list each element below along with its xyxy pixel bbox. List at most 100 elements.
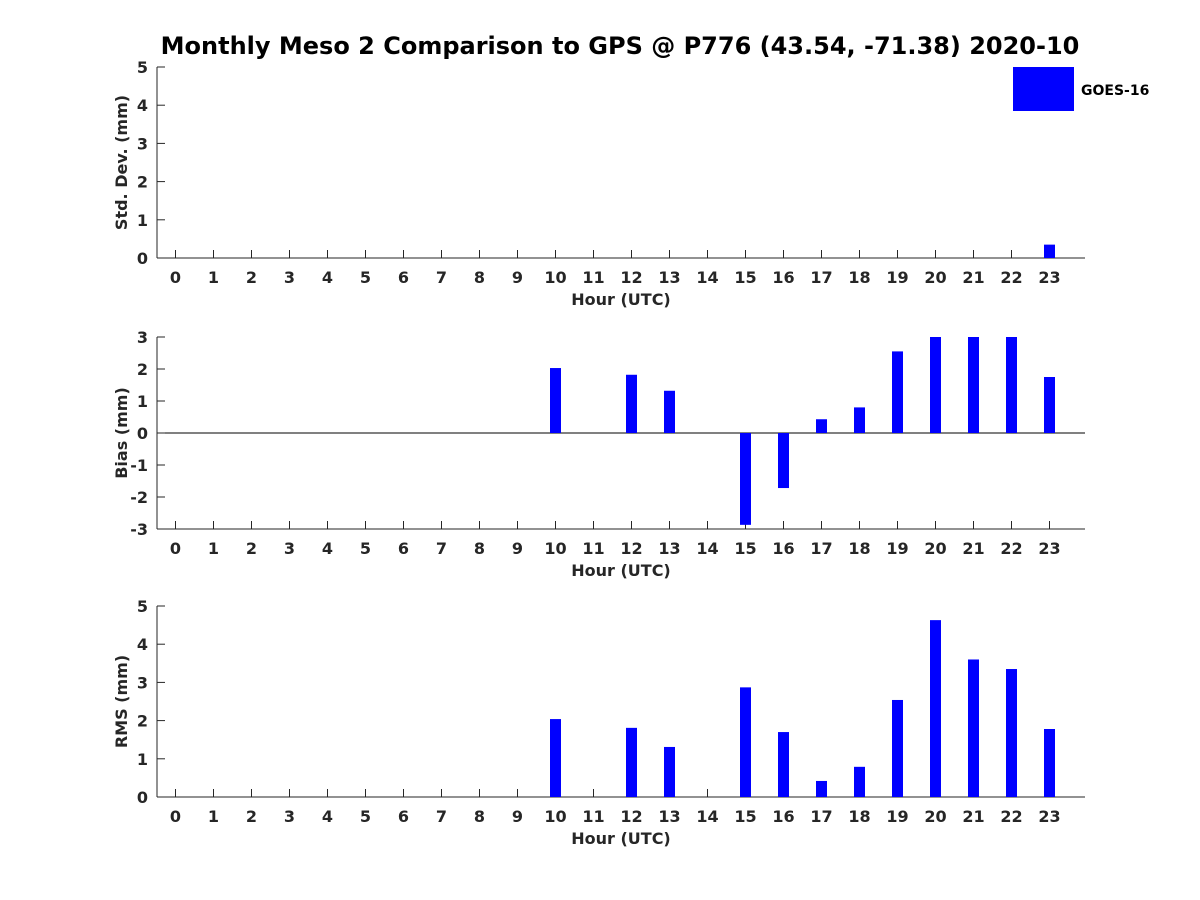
bar-hour-20 bbox=[930, 337, 941, 433]
y-tick-label: 0 bbox=[137, 788, 148, 807]
x-tick-label: 18 bbox=[848, 539, 870, 558]
bar-hour-17 bbox=[816, 419, 827, 433]
bar-hour-12 bbox=[626, 374, 637, 433]
bar-hour-15 bbox=[740, 433, 751, 525]
x-tick-label: 19 bbox=[886, 807, 908, 826]
bar-hour-15 bbox=[740, 687, 751, 797]
chart-title: Monthly Meso 2 Comparison to GPS @ P776 … bbox=[161, 32, 1080, 60]
bar-hour-23 bbox=[1044, 377, 1055, 433]
x-tick-label: 23 bbox=[1038, 268, 1060, 287]
x-tick-label: 11 bbox=[582, 539, 604, 558]
x-tick-label: 14 bbox=[696, 268, 718, 287]
bar-hour-16 bbox=[778, 433, 789, 489]
bar-hour-19 bbox=[892, 351, 903, 433]
x-tick-label: 11 bbox=[582, 268, 604, 287]
x-tick-label: 22 bbox=[1000, 539, 1022, 558]
y-tick-label: 3 bbox=[137, 328, 148, 347]
y-axis-label: RMS (mm) bbox=[112, 655, 131, 748]
bar-hour-21 bbox=[968, 337, 979, 433]
x-tick-label: 8 bbox=[474, 807, 485, 826]
x-tick-label: 16 bbox=[772, 539, 794, 558]
bar-hour-18 bbox=[854, 766, 865, 797]
x-tick-label: 1 bbox=[208, 268, 219, 287]
x-tick-label: 6 bbox=[398, 268, 409, 287]
x-tick-label: 19 bbox=[886, 268, 908, 287]
y-tick-label: 2 bbox=[137, 712, 148, 731]
x-tick-label: 2 bbox=[246, 807, 257, 826]
bar-hour-23 bbox=[1044, 244, 1055, 258]
x-axis-label: Hour (UTC) bbox=[571, 829, 671, 848]
y-tick-label: 1 bbox=[137, 392, 148, 411]
x-tick-label: 6 bbox=[398, 539, 409, 558]
x-tick-label: 15 bbox=[734, 268, 756, 287]
y-tick-label: 4 bbox=[137, 635, 148, 654]
x-tick-label: 2 bbox=[246, 268, 257, 287]
x-tick-label: 4 bbox=[322, 539, 333, 558]
x-tick-label: 5 bbox=[360, 268, 371, 287]
x-tick-label: 10 bbox=[544, 539, 566, 558]
x-tick-label: 5 bbox=[360, 539, 371, 558]
bar-hour-22 bbox=[1006, 337, 1017, 433]
x-tick-label: 0 bbox=[170, 268, 181, 287]
x-tick-label: 17 bbox=[810, 807, 832, 826]
x-tick-label: 18 bbox=[848, 807, 870, 826]
x-tick-label: 8 bbox=[474, 268, 485, 287]
x-tick-label: 8 bbox=[474, 539, 485, 558]
y-tick-label: 4 bbox=[137, 96, 148, 115]
x-tick-label: 2 bbox=[246, 539, 257, 558]
x-tick-label: 20 bbox=[924, 268, 946, 287]
x-tick-label: 4 bbox=[322, 807, 333, 826]
y-tick-label: 5 bbox=[137, 58, 148, 77]
y-tick-label: 0 bbox=[137, 249, 148, 268]
y-tick-label: 1 bbox=[137, 211, 148, 230]
x-tick-label: 7 bbox=[436, 539, 447, 558]
x-tick-label: 10 bbox=[544, 268, 566, 287]
x-tick-label: 5 bbox=[360, 807, 371, 826]
y-axis-label: Bias (mm) bbox=[112, 387, 131, 479]
x-tick-label: 17 bbox=[810, 539, 832, 558]
y-tick-label: -3 bbox=[130, 520, 148, 539]
bar-hour-12 bbox=[626, 727, 637, 797]
x-tick-label: 9 bbox=[512, 539, 523, 558]
x-tick-label: 20 bbox=[924, 807, 946, 826]
y-axis-label: Std. Dev. (mm) bbox=[112, 95, 131, 230]
x-tick-label: 14 bbox=[696, 807, 718, 826]
x-tick-label: 18 bbox=[848, 268, 870, 287]
x-tick-label: 4 bbox=[322, 268, 333, 287]
bar-hour-13 bbox=[664, 390, 675, 433]
x-tick-label: 3 bbox=[284, 268, 295, 287]
bar-hour-21 bbox=[968, 659, 979, 797]
x-tick-label: 22 bbox=[1000, 268, 1022, 287]
x-axis-label: Hour (UTC) bbox=[571, 290, 671, 309]
x-tick-label: 7 bbox=[436, 268, 447, 287]
x-tick-label: 17 bbox=[810, 268, 832, 287]
x-tick-label: 23 bbox=[1038, 807, 1060, 826]
x-tick-label: 3 bbox=[284, 539, 295, 558]
x-tick-label: 3 bbox=[284, 807, 295, 826]
y-tick-label: -2 bbox=[130, 488, 148, 507]
x-tick-label: 10 bbox=[544, 807, 566, 826]
x-axis-label: Hour (UTC) bbox=[571, 561, 671, 580]
x-tick-label: 12 bbox=[620, 807, 642, 826]
x-tick-label: 0 bbox=[170, 807, 181, 826]
x-tick-label: 9 bbox=[512, 807, 523, 826]
x-tick-label: 16 bbox=[772, 268, 794, 287]
x-tick-label: 21 bbox=[962, 539, 984, 558]
bar-hour-16 bbox=[778, 732, 789, 797]
x-tick-label: 15 bbox=[734, 539, 756, 558]
x-tick-label: 21 bbox=[962, 268, 984, 287]
y-tick-label: 2 bbox=[137, 360, 148, 379]
x-tick-label: 11 bbox=[582, 807, 604, 826]
x-tick-label: 14 bbox=[696, 539, 718, 558]
bar-hour-13 bbox=[664, 746, 675, 797]
bar-hour-20 bbox=[930, 620, 941, 797]
y-tick-label: 2 bbox=[137, 173, 148, 192]
x-tick-label: 1 bbox=[208, 807, 219, 826]
x-tick-label: 9 bbox=[512, 268, 523, 287]
x-tick-label: 16 bbox=[772, 807, 794, 826]
y-tick-label: -1 bbox=[130, 456, 148, 475]
